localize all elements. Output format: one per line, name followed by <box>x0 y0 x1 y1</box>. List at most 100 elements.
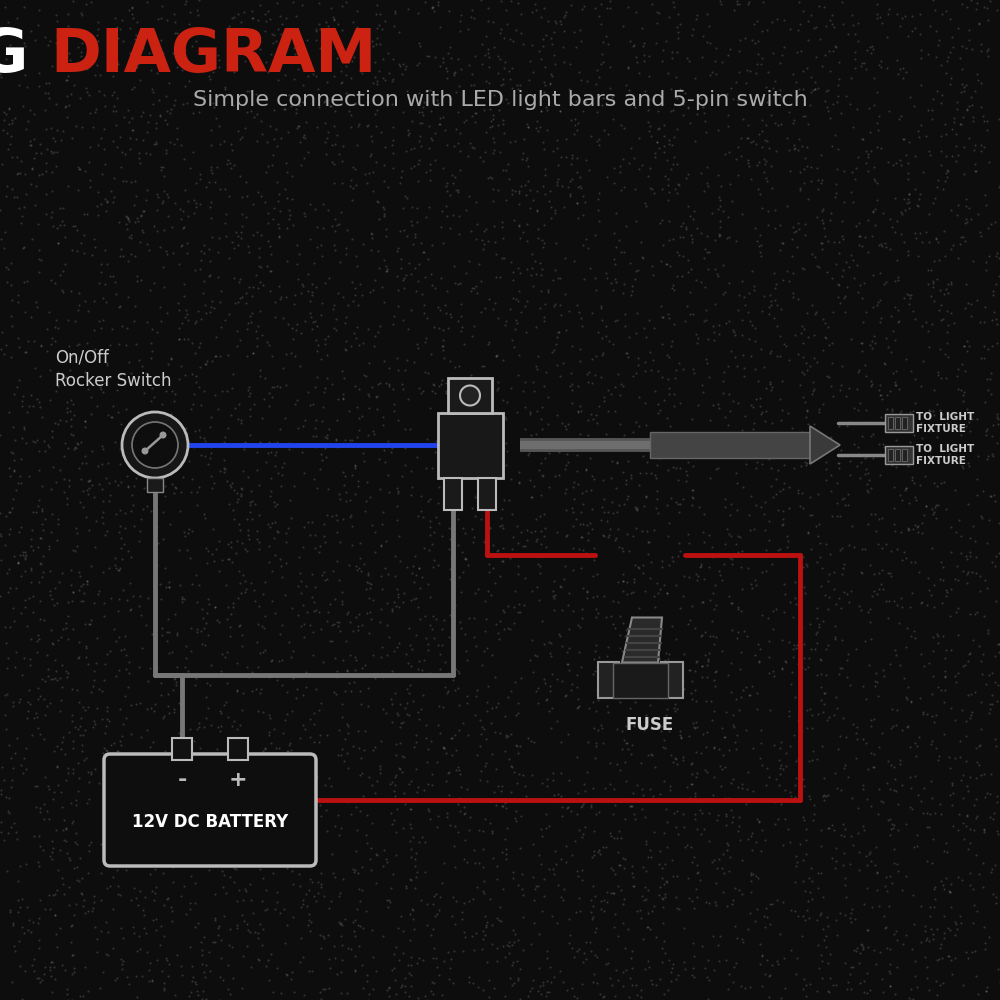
Point <box>350 478 366 494</box>
Point <box>642 677 658 693</box>
Point <box>752 186 768 202</box>
Point <box>783 942 799 958</box>
Point <box>593 717 609 733</box>
Point <box>772 926 788 942</box>
Point <box>47 652 63 668</box>
Point <box>398 878 414 894</box>
Point <box>557 437 573 453</box>
Point <box>121 654 137 670</box>
Point <box>38 186 54 202</box>
Point <box>298 664 314 680</box>
Point <box>822 546 838 562</box>
Point <box>442 306 458 322</box>
Point <box>578 951 594 967</box>
Point <box>196 88 212 104</box>
Point <box>166 485 182 501</box>
Point <box>409 955 425 971</box>
Point <box>45 636 61 652</box>
Point <box>384 601 400 617</box>
Point <box>418 730 434 746</box>
Point <box>767 115 783 131</box>
Point <box>2 37 18 53</box>
Point <box>775 235 791 251</box>
Point <box>659 347 675 363</box>
Point <box>84 477 100 493</box>
Point <box>827 127 843 143</box>
Point <box>788 596 804 612</box>
Point <box>883 720 899 736</box>
Point <box>832 905 848 921</box>
Point <box>285 909 301 925</box>
Point <box>776 39 792 55</box>
Point <box>907 20 923 36</box>
Point <box>123 230 139 246</box>
Point <box>3 444 19 460</box>
Point <box>76 892 92 908</box>
Point <box>622 255 638 271</box>
Point <box>95 515 111 531</box>
Point <box>59 400 75 416</box>
Point <box>139 182 155 198</box>
Point <box>689 653 705 669</box>
Point <box>367 106 383 122</box>
Point <box>628 977 644 993</box>
Point <box>636 53 652 69</box>
Point <box>528 266 544 282</box>
Point <box>202 199 218 215</box>
Point <box>627 557 643 573</box>
Point <box>635 859 651 875</box>
Point <box>705 928 721 944</box>
Point <box>710 807 726 823</box>
Point <box>989 823 1000 839</box>
Point <box>427 49 443 65</box>
Point <box>147 696 163 712</box>
Point <box>179 306 195 322</box>
Point <box>113 762 129 778</box>
Point <box>596 491 612 507</box>
Point <box>804 873 820 889</box>
Point <box>390 483 406 499</box>
Point <box>573 659 589 675</box>
Point <box>58 772 74 788</box>
Point <box>664 137 680 153</box>
Point <box>898 480 914 496</box>
Point <box>0 156 10 172</box>
Point <box>148 120 164 136</box>
Point <box>326 12 342 28</box>
Point <box>937 668 953 684</box>
Point <box>435 235 451 251</box>
Point <box>249 106 265 122</box>
Point <box>194 832 210 848</box>
Point <box>466 449 482 465</box>
Point <box>977 394 993 410</box>
Point <box>258 882 274 898</box>
Point <box>271 229 287 245</box>
Point <box>958 713 974 729</box>
Point <box>394 764 410 780</box>
Point <box>72 568 88 584</box>
Point <box>605 806 621 822</box>
Point <box>468 925 484 941</box>
Point <box>512 230 528 246</box>
Point <box>791 131 807 147</box>
Point <box>93 923 109 939</box>
Point <box>655 42 671 58</box>
Point <box>431 378 447 394</box>
Point <box>931 951 947 967</box>
Point <box>378 221 394 237</box>
Point <box>466 942 482 958</box>
Point <box>497 317 513 333</box>
Point <box>846 400 862 416</box>
Point <box>60 608 76 624</box>
Point <box>50 364 66 380</box>
Point <box>647 759 663 775</box>
Point <box>39 647 55 663</box>
Point <box>683 776 699 792</box>
Point <box>57 746 73 762</box>
Point <box>815 311 831 327</box>
Point <box>206 46 222 62</box>
Point <box>14 891 30 907</box>
Point <box>847 911 863 927</box>
Point <box>776 336 792 352</box>
Point <box>136 920 152 936</box>
